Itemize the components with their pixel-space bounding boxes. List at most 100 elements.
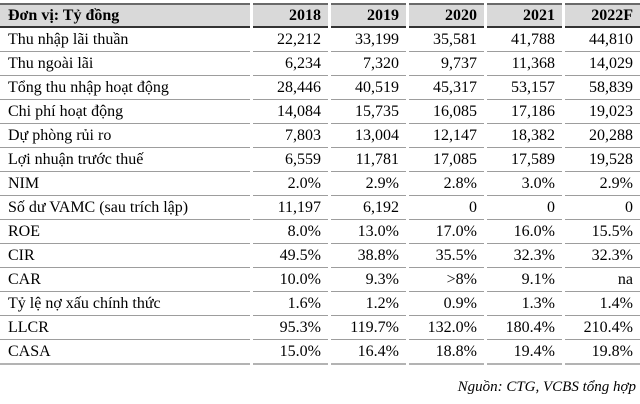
year-header-cell-2018: 2018: [253, 3, 328, 28]
value-cell: 10.0%: [253, 268, 328, 292]
value-cell: 33,199: [331, 28, 406, 52]
value-cell: 41,788: [487, 28, 562, 52]
row-label-cell: Tổng thu nhập hoạt động: [0, 76, 250, 100]
value-cell: 38.8%: [331, 244, 406, 268]
row-label-cell: Chi phí hoạt động: [0, 100, 250, 124]
value-cell: 14,029: [565, 52, 640, 76]
value-cell: 35.5%: [409, 244, 484, 268]
value-cell: 18,382: [487, 124, 562, 148]
value-cell: 16,085: [409, 100, 484, 124]
table-row: NIM 2.0% 2.9% 2.8% 3.0% 2.9%: [0, 172, 640, 196]
value-cell: 0: [487, 196, 562, 220]
row-label-cell: Dự phòng rủi ro: [0, 124, 250, 148]
value-cell: 18.8%: [409, 340, 484, 365]
table-row: Thu ngoài lãi 6,234 7,320 9,737 11,368 14,029: [0, 52, 640, 76]
table-row: ROE 8.0% 13.0% 17.0% 16.0% 15.5%: [0, 220, 640, 244]
value-cell: 15.5%: [565, 220, 640, 244]
value-cell: 9.1%: [487, 268, 562, 292]
table-row: Tổng thu nhập hoạt động 28,446 40,519 45,31…: [0, 76, 640, 100]
value-cell: 9,737: [409, 52, 484, 76]
value-cell: 0: [565, 196, 640, 220]
value-cell: 58,839: [565, 76, 640, 100]
value-cell: 11,368: [487, 52, 562, 76]
table-row: CAR 10.0% 9.3% >8% 9.1% na: [0, 268, 640, 292]
row-label-cell: ROE: [0, 220, 250, 244]
table-row: Tỷ lệ nợ xấu chính thức 1.6% 1.2% 0.9% 1.3% 1…: [0, 292, 640, 316]
value-cell: 32.3%: [487, 244, 562, 268]
value-cell: 44,810: [565, 28, 640, 52]
value-cell: 14,084: [253, 100, 328, 124]
table-row: Số dư VAMC (sau trích lập) 11,197 6,192 0 0 0: [0, 196, 640, 220]
value-cell: 20,288: [565, 124, 640, 148]
value-cell: 45,317: [409, 76, 484, 100]
value-cell: 19,023: [565, 100, 640, 124]
value-cell: 17,186: [487, 100, 562, 124]
table-body: Thu nhập lãi thuần 22,212 33,199 35,581 41,7…: [0, 28, 640, 365]
row-label-cell: Lợi nhuận trước thuế: [0, 148, 250, 172]
value-cell: 11,197: [253, 196, 328, 220]
year-header-cell-2019: 2019: [331, 3, 406, 28]
row-label-cell: CIR: [0, 244, 250, 268]
year-header-cell-2021: 2021: [487, 3, 562, 28]
value-cell: 13.0%: [331, 220, 406, 244]
value-cell: 2.9%: [331, 172, 406, 196]
value-cell: 0.9%: [409, 292, 484, 316]
value-cell: 17,085: [409, 148, 484, 172]
row-label-cell: LLCR: [0, 316, 250, 340]
table-row: Chi phí hoạt động 14,084 15,735 16,085 17,18…: [0, 100, 640, 124]
value-cell: 22,212: [253, 28, 328, 52]
value-cell: >8%: [409, 268, 484, 292]
value-cell: 19.4%: [487, 340, 562, 365]
year-header-cell-2020: 2020: [409, 3, 484, 28]
value-cell: na: [565, 268, 640, 292]
value-cell: 132.0%: [409, 316, 484, 340]
value-cell: 35,581: [409, 28, 484, 52]
value-cell: 2.0%: [253, 172, 328, 196]
value-cell: 12,147: [409, 124, 484, 148]
value-cell: 1.2%: [331, 292, 406, 316]
value-cell: 13,004: [331, 124, 406, 148]
value-cell: 49.5%: [253, 244, 328, 268]
value-cell: 28,446: [253, 76, 328, 100]
value-cell: 53,157: [487, 76, 562, 100]
row-label-cell: NIM: [0, 172, 250, 196]
value-cell: 11,781: [331, 148, 406, 172]
row-label-cell: Thu nhập lãi thuần: [0, 28, 250, 52]
row-label-cell: CASA: [0, 340, 250, 365]
row-label-cell: Tỷ lệ nợ xấu chính thức: [0, 292, 250, 316]
value-cell: 1.4%: [565, 292, 640, 316]
value-cell: 95.3%: [253, 316, 328, 340]
value-cell: 32.3%: [565, 244, 640, 268]
value-cell: 7,320: [331, 52, 406, 76]
value-cell: 19.8%: [565, 340, 640, 365]
value-cell: 16.0%: [487, 220, 562, 244]
financial-metrics-table: Đơn vị: Tỷ đồng 2018 2019 2020 2021 2022F Thu…: [0, 3, 640, 365]
value-cell: 19,528: [565, 148, 640, 172]
table-row: Dự phòng rủi ro 7,803 13,004 12,147 18,382 20…: [0, 124, 640, 148]
row-label-cell: Số dư VAMC (sau trích lập): [0, 196, 250, 220]
value-cell: 2.9%: [565, 172, 640, 196]
value-cell: 7,803: [253, 124, 328, 148]
value-cell: 2.8%: [409, 172, 484, 196]
value-cell: 180.4%: [487, 316, 562, 340]
value-cell: 1.3%: [487, 292, 562, 316]
row-label-cell: Thu ngoài lãi: [0, 52, 250, 76]
unit-header-cell: Đơn vị: Tỷ đồng: [0, 3, 250, 28]
value-cell: 210.4%: [565, 316, 640, 340]
value-cell: 8.0%: [253, 220, 328, 244]
value-cell: 1.6%: [253, 292, 328, 316]
value-cell: 3.0%: [487, 172, 562, 196]
value-cell: 17,589: [487, 148, 562, 172]
value-cell: 15.0%: [253, 340, 328, 365]
value-cell: 40,519: [331, 76, 406, 100]
value-cell: 16.4%: [331, 340, 406, 365]
value-cell: 6,192: [331, 196, 406, 220]
table-row: CIR 49.5% 38.8% 35.5% 32.3% 32.3%: [0, 244, 640, 268]
table-row: Thu nhập lãi thuần 22,212 33,199 35,581 41,7…: [0, 28, 640, 52]
value-cell: 6,559: [253, 148, 328, 172]
table-row: Lợi nhuận trước thuế 6,559 11,781 17,085 17,…: [0, 148, 640, 172]
row-label-cell: CAR: [0, 268, 250, 292]
value-cell: 119.7%: [331, 316, 406, 340]
table-row: CASA 15.0% 16.4% 18.8% 19.4% 19.8%: [0, 340, 640, 365]
